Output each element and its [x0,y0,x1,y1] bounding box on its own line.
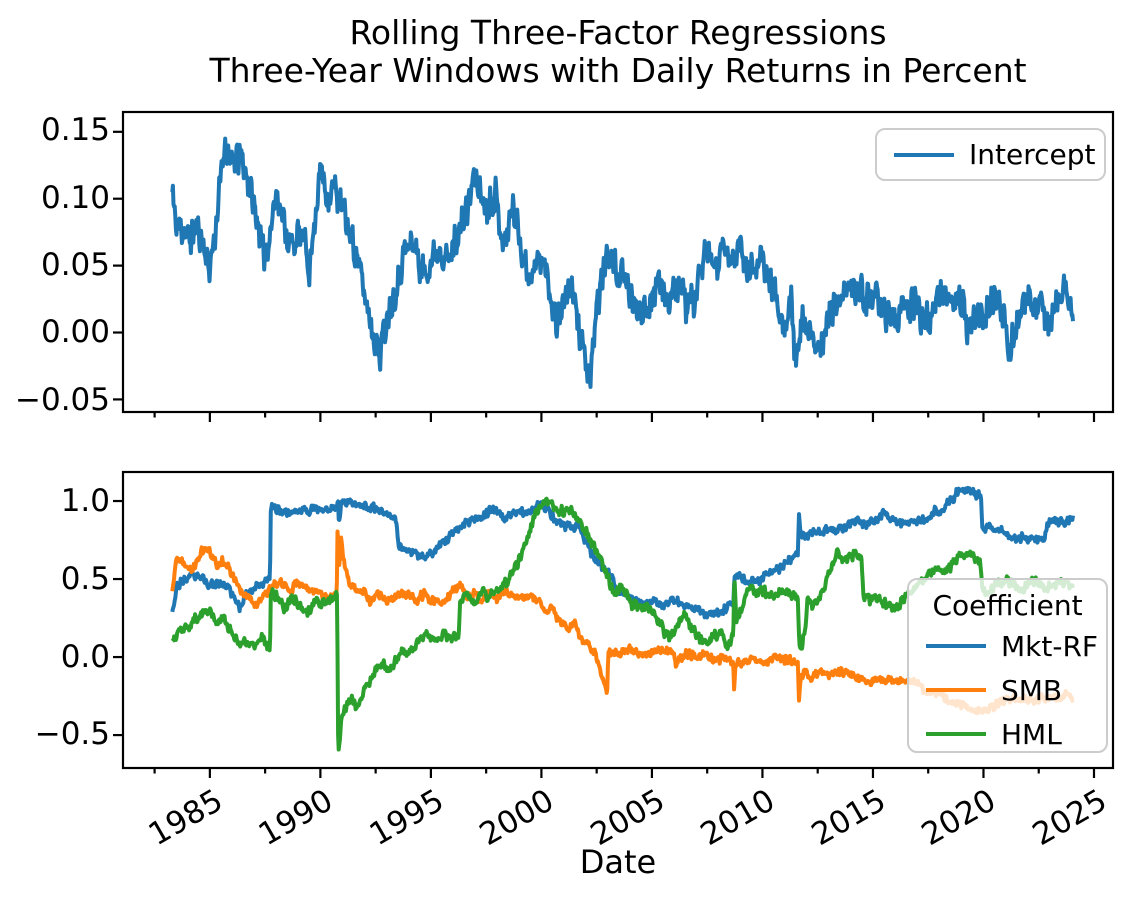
legend-line-sample-smb [926,688,986,692]
y-tick-label: 0.15 [40,112,110,148]
legend-label-mkt-rf: Mkt-RF [1001,629,1099,663]
legend-item-intercept: Intercept [877,130,1104,179]
x-axis-title: Date [579,843,657,881]
y-tick-label: 1.0 [60,483,110,519]
legend-label-intercept: Intercept [969,138,1096,171]
y-tick-label: 0.0 [60,639,110,675]
plot-area [170,136,1075,389]
legend-label-hml: HML [1001,717,1062,751]
y-tick-label: −0.05 [15,382,110,418]
legend-line-sample-mkt-rf [926,644,986,648]
legend-title: Coefficient [932,589,1083,622]
legend-intercept: Intercept [875,128,1106,181]
y-tick-label: 0.5 [60,561,110,597]
series-line-intercept [170,136,1075,389]
chart-title-line-2: Three-Year Windows with Daily Returns in… [209,51,1027,90]
y-tick-label: −0.5 [34,716,110,752]
axes-spine [121,110,1115,414]
legend-item-hml: HML [909,712,1106,756]
chart-title-line-1: Rolling Three-Factor Regressions [349,13,887,52]
axes-spine [121,470,1115,770]
legend-item-mkt-rf: Mkt-RF [909,624,1106,668]
legend-item-smb: SMB [909,668,1106,712]
y-tick-label: 0.10 [40,180,110,216]
y-tick-label: 0.05 [40,247,110,283]
legend-label-smb: SMB [1001,673,1063,707]
legend-line-sample-hml [926,732,986,736]
y-tick-label: 0.00 [40,314,110,350]
legend-coefficient: Coefficient Mkt-RF SMB HML [907,578,1108,753]
legend-line-sample-intercept [894,152,954,157]
